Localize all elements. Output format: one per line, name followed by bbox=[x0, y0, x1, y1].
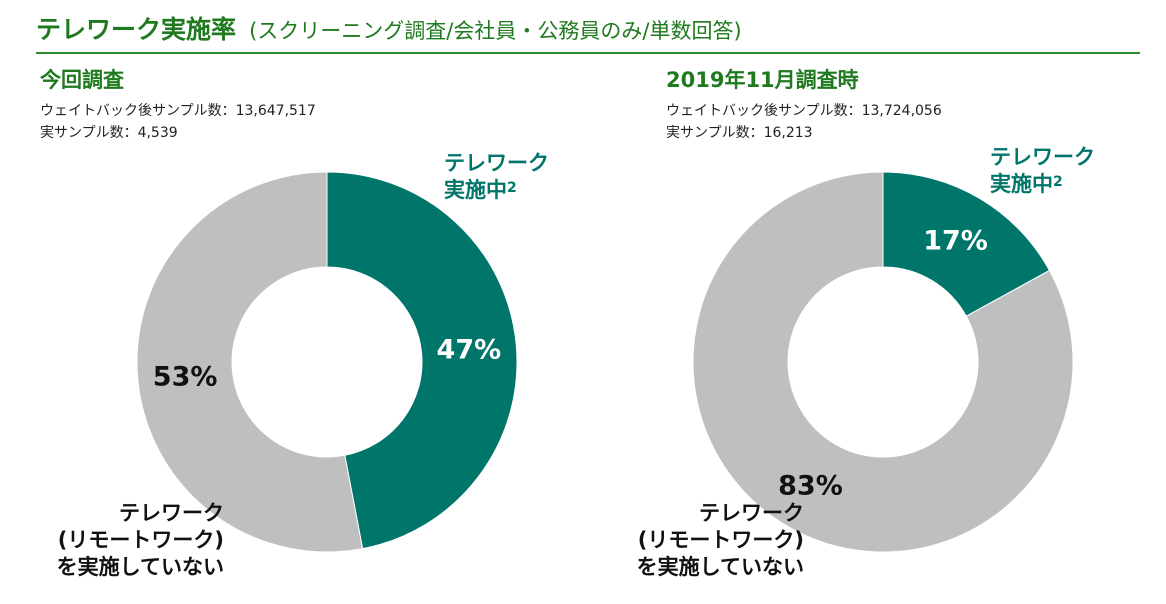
data-label-telework: 47% bbox=[437, 335, 502, 366]
not-telework-label-line1: テレワーク bbox=[119, 501, 224, 525]
weighted-sample-count: ウェイトバック後サンプル数：13,647,517 bbox=[40, 103, 316, 119]
data-label-telework: 17% bbox=[923, 225, 988, 256]
not-telework-label-line2: (リモートワーク) bbox=[57, 528, 224, 552]
actual-sample-count: 実サンプル数：4,539 bbox=[40, 125, 178, 141]
page-subtitle: (スクリーニング調査/会社員・公務員のみ/単数回答) bbox=[249, 19, 742, 43]
not-telework-label: テレワーク (リモートワーク) を実施していない bbox=[57, 500, 224, 581]
telework-label: テレワーク 実施中2 bbox=[444, 150, 549, 204]
telework-label-line2: 実施中 bbox=[990, 172, 1053, 196]
panel-current-survey: 今回調査 ウェイトバック後サンプル数：13,647,517 実サンプル数：4,5… bbox=[36, 60, 596, 604]
slice-telework bbox=[882, 171, 1051, 317]
footnote-marker: 2 bbox=[1053, 174, 1063, 190]
page-title: テレワーク実施率 bbox=[36, 15, 237, 44]
slice-not-telework bbox=[692, 171, 1074, 553]
panel-heading: 今回調査 bbox=[40, 68, 124, 92]
slice-telework bbox=[326, 171, 518, 550]
not-telework-label-line2: (リモートワーク) bbox=[637, 528, 804, 552]
data-label-not-telework: 83% bbox=[778, 471, 843, 502]
telework-label-line2: 実施中 bbox=[444, 178, 507, 202]
not-telework-label-line3: を実施していない bbox=[636, 555, 804, 579]
actual-sample-count: 実サンプル数：16,213 bbox=[666, 125, 813, 141]
weighted-sample-count: ウェイトバック後サンプル数：13,724,056 bbox=[666, 103, 942, 119]
telework-label-line2-wrap: 実施中2 bbox=[444, 177, 549, 204]
panel-2019-survey: 2019年11月調査時 ウェイトバック後サンプル数：13,724,056 実サン… bbox=[637, 60, 1166, 604]
footnote-marker: 2 bbox=[507, 180, 517, 196]
telework-label-line2-wrap: 実施中2 bbox=[990, 171, 1095, 198]
not-telework-label-line3: を実施していない bbox=[56, 555, 224, 579]
data-label-not-telework: 53% bbox=[153, 361, 218, 392]
telework-label: テレワーク 実施中2 bbox=[990, 144, 1095, 198]
panel-heading: 2019年11月調査時 bbox=[666, 68, 859, 92]
slice-not-telework bbox=[136, 171, 364, 553]
not-telework-label-line1: テレワーク bbox=[699, 501, 804, 525]
page-title-bar: テレワーク実施率 (スクリーニング調査/会社員・公務員のみ/単数回答) bbox=[36, 10, 1140, 54]
donut-chart-2019: 17% 83% bbox=[692, 171, 1074, 553]
donut-chart-current: 47% 53% bbox=[136, 171, 518, 553]
telework-label-line1: テレワーク bbox=[990, 145, 1095, 169]
not-telework-label: テレワーク (リモートワーク) を実施していない bbox=[637, 500, 804, 581]
telework-label-line1: テレワーク bbox=[444, 151, 549, 175]
